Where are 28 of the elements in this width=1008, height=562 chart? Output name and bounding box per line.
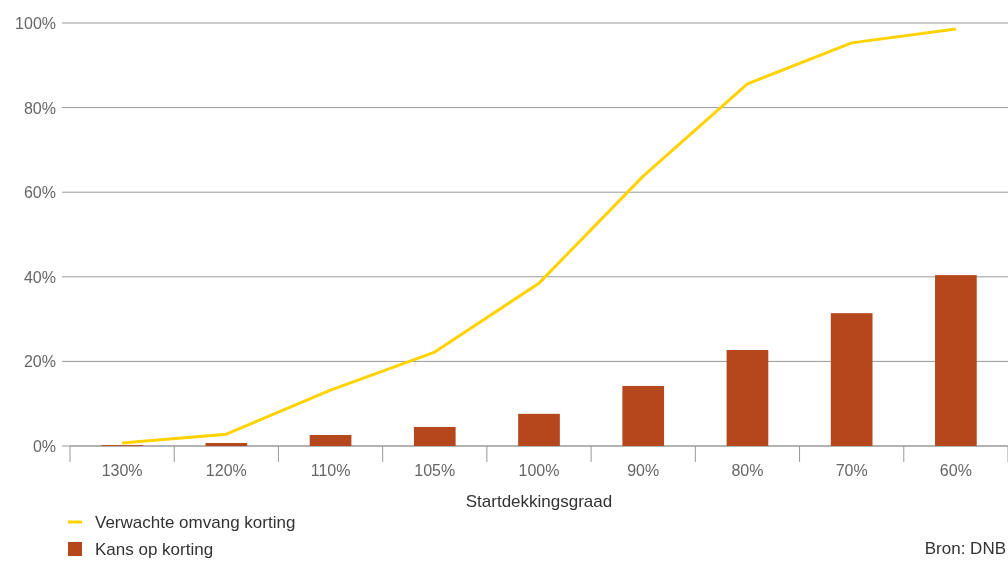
x-tick-label: 60% bbox=[939, 462, 972, 479]
bar bbox=[309, 435, 352, 446]
x-tick-label: 70% bbox=[835, 462, 868, 479]
y-tick-label: 60% bbox=[23, 184, 56, 202]
x-axis-title: Startdekkingsgraad bbox=[465, 492, 613, 511]
bar bbox=[726, 349, 769, 446]
y-tick-label: 20% bbox=[23, 353, 56, 371]
legend-label: Verwachte omvang korting bbox=[95, 513, 296, 532]
y-tick-label: 80% bbox=[23, 99, 56, 117]
bar bbox=[205, 443, 248, 446]
bar bbox=[622, 385, 665, 446]
x-tick-label: 100% bbox=[518, 462, 560, 479]
x-tick-label: 105% bbox=[414, 462, 456, 479]
line-series bbox=[120, 27, 958, 445]
x-tick-label: 120% bbox=[205, 462, 247, 479]
bar bbox=[518, 413, 560, 446]
x-tick-label: 110% bbox=[310, 462, 351, 479]
y-tick-label: 100% bbox=[15, 15, 56, 32]
bar bbox=[830, 313, 873, 446]
bar bbox=[935, 275, 977, 446]
x-tick-label: 80% bbox=[731, 462, 764, 479]
bar bbox=[413, 426, 456, 446]
y-tick-label: 0% bbox=[32, 438, 56, 455]
text: Bron: DNB bbox=[924, 539, 1006, 558]
x-tick-label: 130% bbox=[101, 462, 143, 479]
x-tick-label: 90% bbox=[627, 462, 660, 479]
legend-label: Kans op korting bbox=[95, 540, 214, 559]
y-tick-label: 40% bbox=[23, 268, 56, 286]
